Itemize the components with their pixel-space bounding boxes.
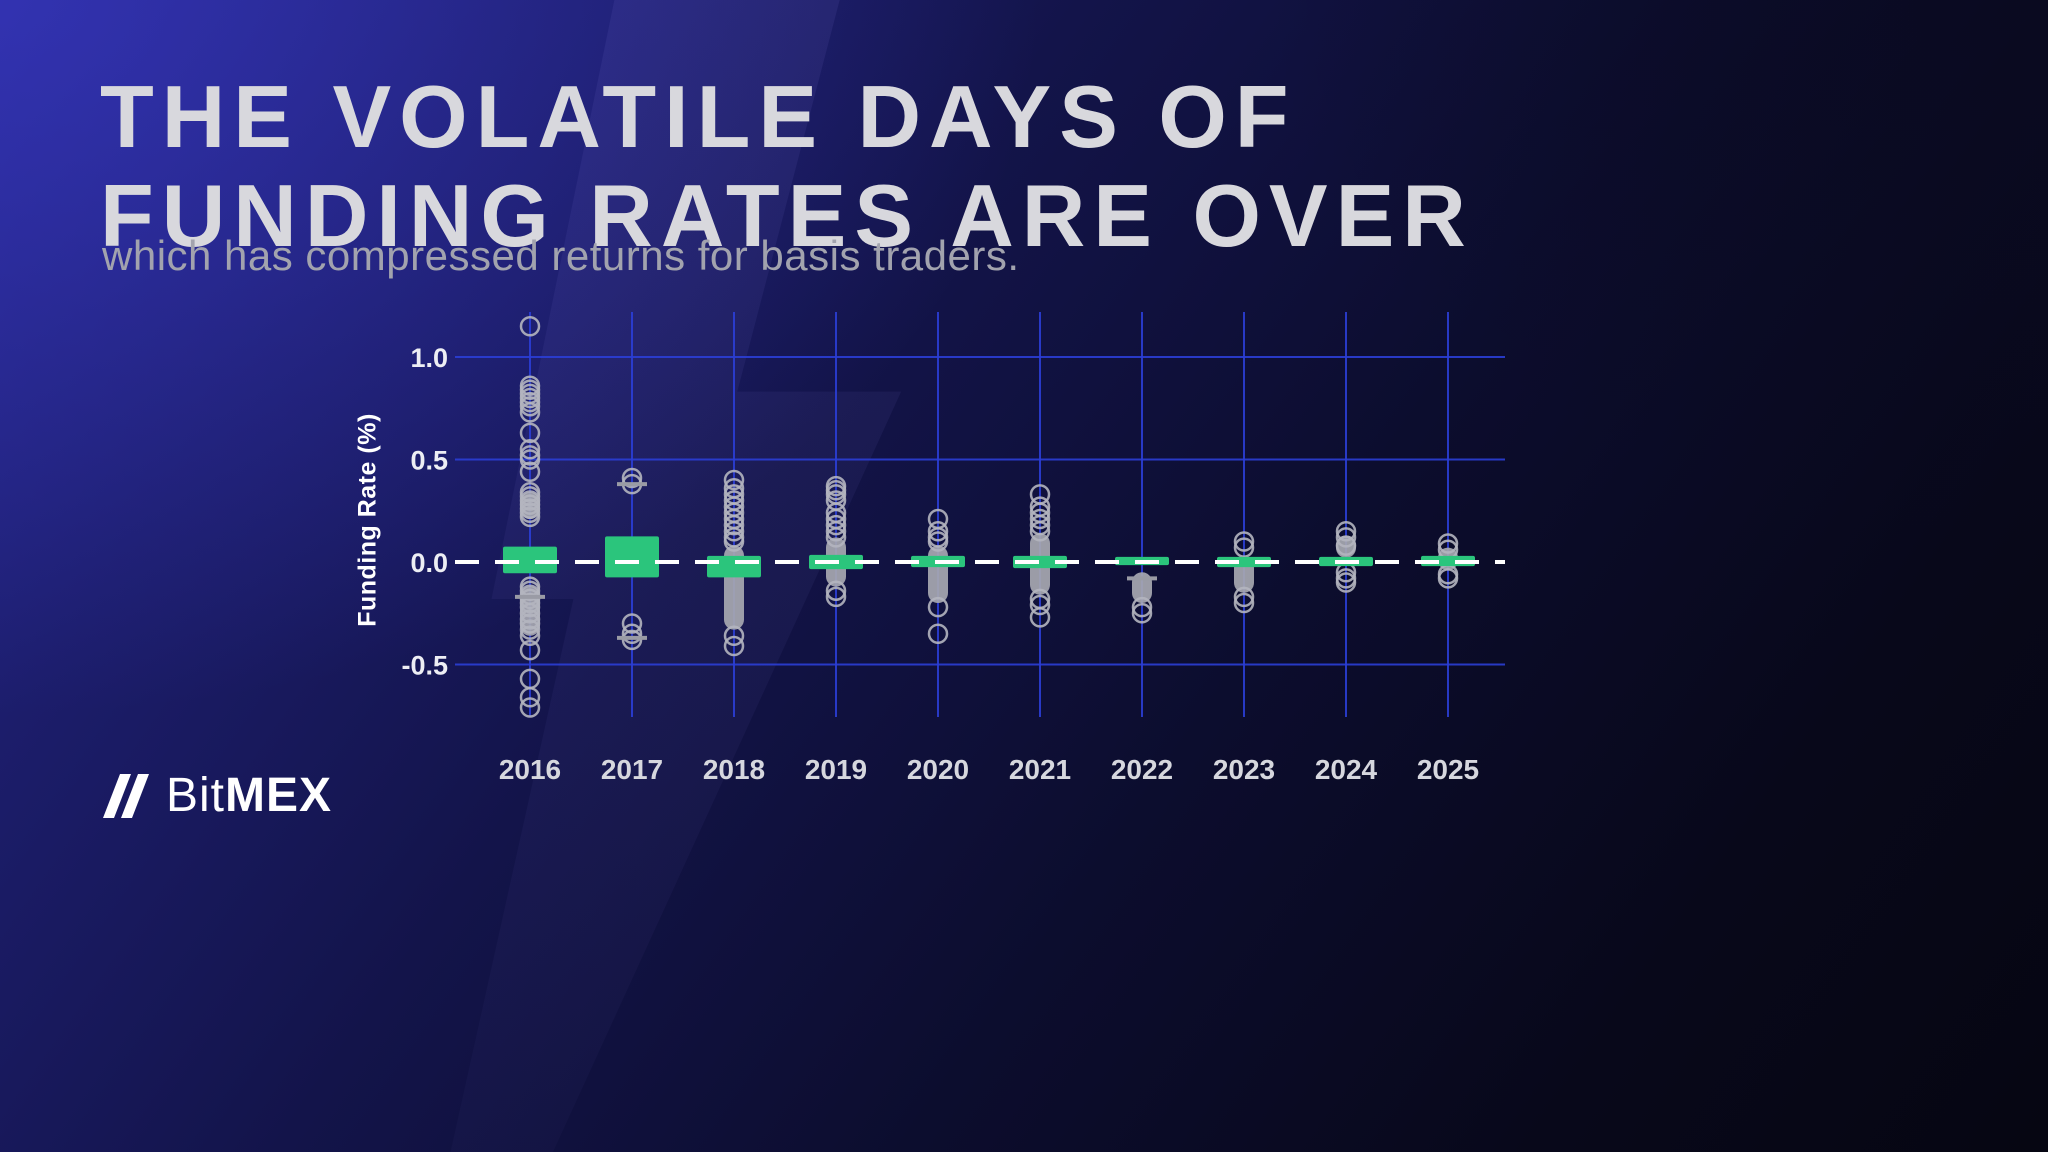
outlier-point [519,461,541,483]
outlier-point [825,586,847,608]
iqr-box-2016 [503,546,557,574]
year-group-2017 [605,467,659,651]
outlier-point [519,506,541,528]
year-group-2024 [1319,521,1373,593]
bitmex-logo-text-bit: Bit [166,769,226,822]
y-tick-label: -0.5 [401,651,448,681]
outlier-point [519,439,541,460]
outlier-point [1233,592,1255,614]
outlier-point [519,619,541,640]
outlier-point [927,596,949,618]
outlier-point [723,469,745,491]
outlier-point [1233,531,1255,552]
outlier-point [621,467,643,489]
whisker-band [928,545,948,603]
year-group-2020 [911,508,965,644]
page-title: THE VOLATILE DAYS OF FUNDING RATES ARE O… [100,67,1474,265]
y-tick-label: 0.5 [410,446,448,476]
outlier-point [1437,533,1459,554]
outlier-point [519,422,541,444]
x-tick-label-2017: 2017 [601,754,663,785]
outlier-point [519,639,541,661]
outlier-point [621,629,643,651]
y-axis-label: Funding Rate (%) [353,413,382,627]
outlier-point [519,613,541,634]
outlier-point [621,623,643,644]
outlier-point [825,527,847,548]
x-tick-label-2020: 2020 [907,754,969,785]
outlier-point [723,521,745,542]
year-group-2018 [707,469,761,657]
outlier-point [1131,596,1153,618]
bitmex-logo: BitMEX [100,768,332,823]
outlier-point [1029,514,1051,536]
outlier-point [519,449,541,470]
outlier-point [621,613,643,634]
outlier-point [723,514,745,536]
outlier-point [1029,508,1051,530]
x-tick-label-2019: 2019 [805,754,867,785]
outlier-point [927,521,949,542]
outlier-point [723,635,745,657]
outlier-point [1029,521,1051,542]
x-tick-label-2025: 2025 [1417,754,1479,785]
outlier-point [1437,568,1459,589]
x-tick-label-2022: 2022 [1111,754,1173,785]
outlier-point [1335,527,1357,548]
outlier-point [519,625,541,647]
outlier-point [519,395,541,417]
outlier-point [825,521,847,542]
outlier-point [1233,586,1255,608]
bitmex-logo-text-mex: MEX [225,769,333,822]
outlier-point [723,531,745,552]
outlier-point [519,697,541,718]
outlier-point [1335,521,1357,542]
outlier-point [927,623,949,644]
funding-rate-boxplot-chart: 1.0 0.5 0.0 -0.5 2016 2017 2018 2019 2020 2021 202… [401,312,1505,785]
x-tick-label-2018: 2018 [703,754,765,785]
outlier-point [825,580,847,601]
page-subtitle: which has compressed returns for basis t… [102,232,1020,279]
bitmex-logo-icon [103,773,149,818]
outlier-point [519,687,541,708]
x-tick-label-2024: 2024 [1315,754,1378,785]
year-group-2016 [503,316,557,718]
outlier-point [1131,603,1153,624]
outlier-point [1335,572,1357,593]
page-title-line2: FUNDING RATES ARE OVER [100,165,1474,265]
outlier-point [519,402,541,423]
outlier-point [1029,594,1051,616]
outlier-point [825,514,847,536]
iqr-box-2017 [605,536,659,578]
y-tick-label: 1.0 [410,343,448,373]
x-tick-label-2021: 2021 [1009,754,1071,785]
iqr-box-2021 [1013,555,1067,569]
iqr-box-2018 [707,555,761,578]
outlier-point [519,603,541,624]
outlier-point [723,625,745,647]
page-title-line1: THE VOLATILE DAYS OF [100,67,1297,166]
iqr-box-2023 [1217,556,1271,568]
outlier-point [1335,535,1357,556]
outlier-point [1029,607,1051,628]
outlier-point [519,316,541,337]
outlier-point [927,531,949,552]
year-group-2023 [1217,531,1271,614]
x-tick-label-2016: 2016 [499,754,561,785]
outlier-point [1233,537,1255,558]
x-tick-label-2023: 2023 [1213,754,1275,785]
y-tick-label: 0.0 [410,548,448,578]
year-group-2021 [1013,484,1067,628]
bitmex-logo-text: BitMEX [166,768,332,823]
